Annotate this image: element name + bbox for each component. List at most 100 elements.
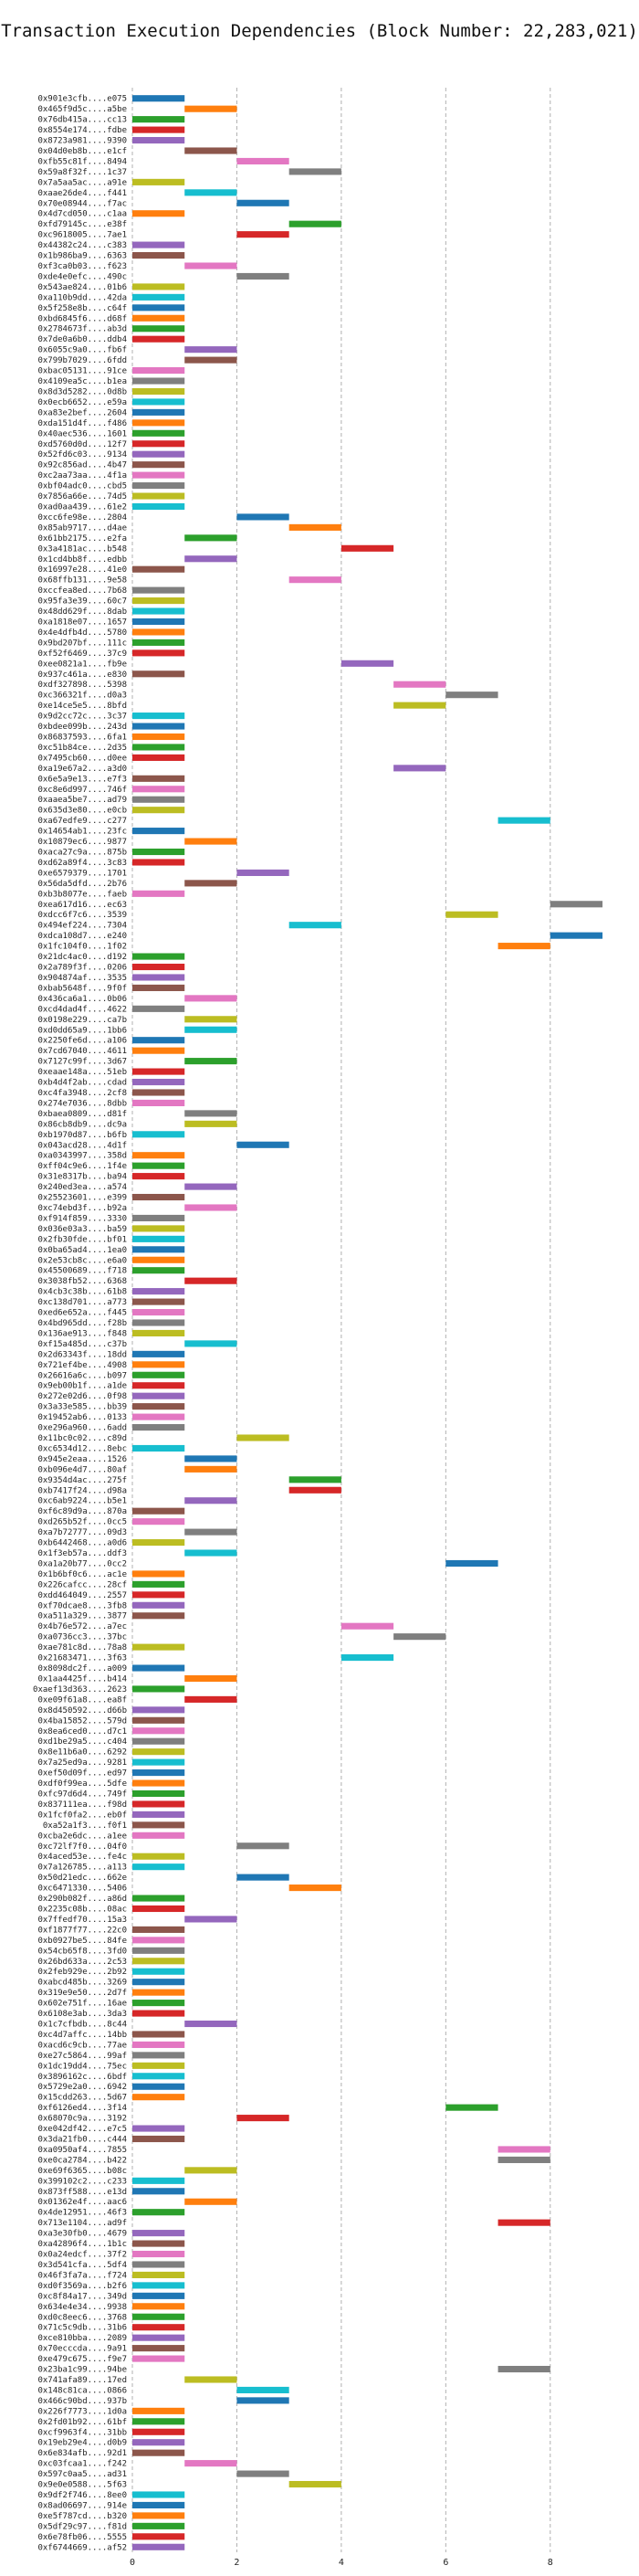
- y-tick-label: 0x01362e4f....aac6: [37, 2198, 127, 2207]
- y-tick-label: 0x21dc4ac0....d192: [37, 953, 127, 962]
- bar: [445, 692, 498, 699]
- y-tick-label: 0x1fc104f0....1f02: [37, 943, 127, 952]
- y-tick-label: 0x3896162c....6bdf: [37, 2073, 127, 2082]
- bar: [132, 1800, 185, 1808]
- bar: [445, 2104, 498, 2111]
- y-tick-label: 0xaae26de4....f441: [37, 189, 127, 198]
- bar: [132, 859, 185, 866]
- y-tick-label: 0x7a25ed9a....9281: [37, 1758, 127, 1768]
- y-tick-label: 0x319e9e50....2d7f: [37, 1989, 127, 1998]
- y-tick-label: 0x7127c99f....3d67: [37, 1058, 127, 1067]
- y-tick-label: 0x95fa3e39....60c7: [37, 597, 127, 607]
- bar: [132, 607, 185, 615]
- y-tick-label: 0x4e4dfb4d....5780: [37, 628, 127, 638]
- y-tick-label: 0x937c461a....e830: [37, 670, 127, 680]
- bar: [132, 2083, 185, 2090]
- bar: [288, 523, 341, 531]
- bar: [132, 2512, 185, 2519]
- y-tick-label: 0x873ff588....e13d: [37, 2188, 127, 2197]
- y-tick-label: 0xd5760d0d....12f7: [37, 440, 127, 449]
- bar: [550, 901, 602, 908]
- y-tick-label: 0x635d3e80....e0cb: [37, 807, 127, 816]
- bar: [236, 2470, 289, 2477]
- y-tick-label: 0x136ae913....f848: [37, 1329, 127, 1338]
- y-tick-label: 0xdf0f99ea....5dfe: [37, 1779, 127, 1789]
- y-tick-label: 0x21683471....3f63: [37, 1654, 127, 1663]
- bar: [184, 1695, 237, 1703]
- bar: [132, 2062, 185, 2069]
- bar: [132, 2522, 185, 2529]
- y-tick-label: 0x4ba15852....579d: [37, 1716, 127, 1726]
- bar: [236, 231, 289, 238]
- y-tick-label: 0xc6471330....5406: [37, 1884, 127, 1894]
- bar: [132, 628, 185, 636]
- bar: [236, 1434, 289, 1441]
- bar: [132, 1737, 185, 1745]
- y-tick-label: 0x3d541cfa....5df4: [37, 2261, 127, 2270]
- y-tick-label: 0x2feb929e....2b92: [37, 1968, 127, 1977]
- bar: [132, 2543, 185, 2550]
- x-tick-label: 6: [443, 2558, 448, 2568]
- y-tick-label: 0x4de12951....46f3: [37, 2209, 127, 2218]
- bar: [132, 2501, 185, 2509]
- y-tick-label: 0x3da21fb0....c444: [37, 2136, 127, 2145]
- y-tick-label: 0x799b7029....6fdd: [37, 356, 127, 365]
- y-tick-label: 0xa511a329....3877: [37, 1612, 127, 1621]
- y-tick-label: 0xad0aa439....61e2: [37, 502, 127, 512]
- bar: [132, 713, 185, 720]
- bar: [184, 1204, 237, 1211]
- y-tick-label: 0xc6534d12....8ebc: [37, 1444, 127, 1453]
- y-tick-label: 0x8098dc2f....a009: [37, 1664, 127, 1673]
- bar: [288, 168, 341, 175]
- bar: [132, 1779, 185, 1787]
- y-tick-label: 0x56da5dfd....2b76: [37, 880, 127, 889]
- bar: [132, 1811, 185, 1818]
- y-tick-label: 0xfd79145c....e38f: [37, 220, 127, 229]
- y-tick-label: 0xdca108d7....e240: [37, 932, 127, 941]
- y-tick-label: 0x4cb3c38b....61b8: [37, 1288, 127, 1297]
- y-tick-label: 0xb6442468....a0d6: [37, 1539, 127, 1548]
- bar: [132, 2449, 185, 2456]
- y-tick-label: 0xcba2e6dc....a1ee: [37, 1832, 127, 1841]
- y-tick-label: 0xa1818e07....1657: [37, 618, 127, 627]
- y-tick-label: 0x8ad06697....914e: [37, 2501, 127, 2510]
- y-tick-label: 0x597c0aa5....ad31: [37, 2470, 127, 2479]
- bar: [132, 1298, 185, 1305]
- bar: [132, 2491, 185, 2498]
- y-tick-label: 0x7a5aa5ac....a91e: [37, 178, 127, 187]
- y-tick-label: 0x2fb30fde....bf01: [37, 1235, 127, 1244]
- y-tick-label: 0xa3e30fb0....4679: [37, 2230, 127, 2239]
- y-tick-label: 0x901e3cfb....e075: [37, 95, 127, 104]
- y-tick-label: 0x290b082f....a86d: [37, 1895, 127, 1904]
- y-tick-label: 0xb4d4f2ab....cdad: [37, 1079, 127, 1088]
- bar: [236, 2397, 289, 2404]
- y-tick-label: 0x466c90bd....937b: [37, 2397, 127, 2406]
- y-tick-label: 0xae781c8d....78a8: [37, 1643, 127, 1652]
- y-tick-label: 0x9e0e0588....5f63: [37, 2481, 127, 2490]
- bar: [132, 293, 185, 301]
- y-tick-label: 0xe296a960....6add: [37, 1424, 127, 1433]
- y-tick-label: 0x602e751f....16ae: [37, 2000, 127, 2009]
- y-tick-label: 0xb096e4d7....80af: [37, 1465, 127, 1474]
- bar: [132, 2355, 185, 2362]
- bar: [132, 1152, 185, 1159]
- bar: [132, 2313, 185, 2320]
- bar: [132, 1005, 185, 1012]
- bar: [132, 890, 185, 897]
- y-tick-label: 0xfc97d6d4....749f: [37, 1789, 127, 1799]
- bar: [132, 1256, 185, 1263]
- bar: [132, 1173, 185, 1180]
- y-tick-label: 0xea617d16....ec63: [37, 901, 127, 910]
- y-tick-label: 0x16997e28....41e0: [37, 565, 127, 575]
- y-tick-label: 0x46f3fa7a....f724: [37, 2271, 127, 2280]
- y-tick-label: 0x8d450592....d66b: [37, 1706, 127, 1716]
- bar: [132, 1078, 185, 1086]
- y-tick-label: 0x50d21edc....662e: [37, 1874, 127, 1883]
- bar: [132, 2052, 185, 2059]
- y-tick-label: 0xbaea0809....d81f: [37, 1110, 127, 1119]
- y-tick-label: 0xc2aa73aa....4f1a: [37, 471, 127, 480]
- bar: [132, 1591, 185, 1599]
- y-tick-label: 0xc8e6d997....746f: [37, 786, 127, 795]
- y-tick-label: 0x634e4e34....9938: [37, 2303, 127, 2312]
- bar: [236, 1874, 289, 1881]
